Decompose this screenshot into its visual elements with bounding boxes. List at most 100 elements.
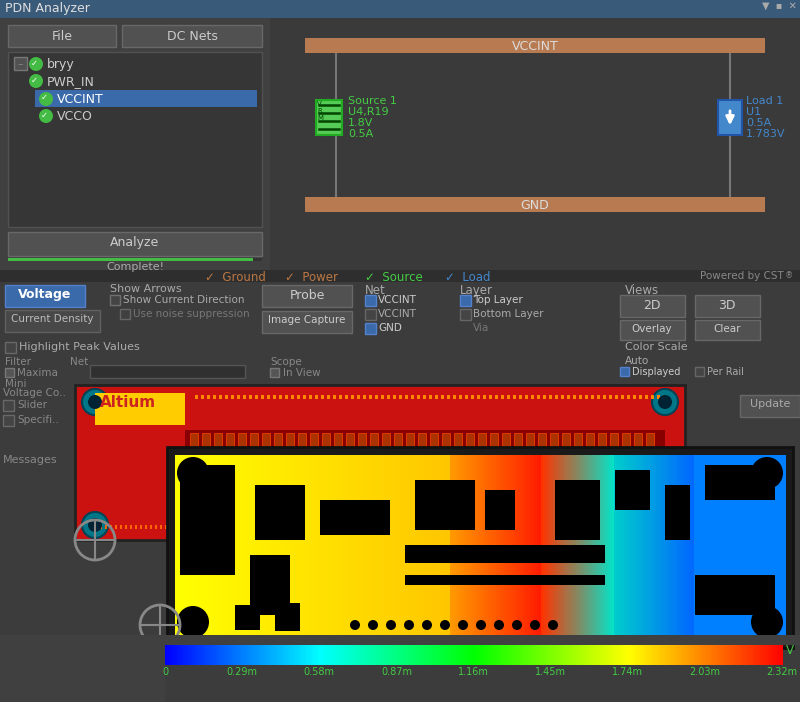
Bar [626,455,630,640]
Bar [530,525,532,529]
Bar [633,645,636,665]
Bar [348,645,351,665]
Bar [367,645,371,665]
Bar [249,395,252,399]
Bar [331,455,334,640]
Bar [355,525,357,529]
Bar [496,455,499,640]
Bar [712,645,715,665]
Bar [394,455,398,640]
Bar [450,645,453,665]
Bar [710,645,713,665]
Bar [14,57,27,70]
Bar [665,485,690,540]
Bar [695,575,775,615]
Bar [252,645,255,665]
Bar [100,525,102,529]
Bar [415,525,417,529]
Bar [578,455,581,640]
Bar [586,455,589,640]
Bar [365,323,376,334]
Bar [543,395,546,399]
Bar [238,433,246,447]
Bar [669,455,672,640]
Bar [283,645,286,665]
Bar [538,645,542,665]
Bar [183,455,186,640]
Bar [505,525,507,529]
Bar [454,645,458,665]
Bar [746,645,750,665]
Bar [281,645,284,665]
Bar [346,645,349,665]
Bar [184,645,188,665]
Bar [550,645,554,665]
Bar [765,455,768,640]
Bar [434,455,436,640]
Bar [185,525,187,529]
Bar [609,395,612,399]
Bar [305,525,307,529]
Bar [466,433,474,447]
Bar [620,525,622,529]
Bar [584,645,588,665]
Bar [309,395,312,399]
Bar [247,645,250,665]
Bar [145,525,147,529]
Bar [690,455,693,640]
Bar [519,395,522,399]
Bar [194,455,196,640]
Bar [189,645,193,665]
Bar [678,455,680,640]
Bar [354,455,357,640]
Bar [443,455,446,640]
Bar [310,645,313,665]
Text: ®: ® [785,271,794,280]
Bar [200,525,202,529]
Bar [682,455,684,640]
Bar [298,645,301,665]
Bar [220,455,222,640]
Bar [320,500,390,535]
Bar [233,645,236,665]
Bar [256,455,259,640]
Bar [687,455,690,640]
Circle shape [39,92,53,106]
Text: GND: GND [378,323,402,333]
Bar [688,645,691,665]
Bar [170,645,174,665]
Bar [525,395,528,399]
Bar [246,455,250,640]
Bar [95,525,97,529]
Bar [194,645,198,665]
Bar [456,455,458,640]
Bar [355,645,359,665]
Bar [748,645,752,665]
Bar [274,455,278,640]
Bar [663,455,666,640]
Bar [629,455,631,640]
Bar [180,465,235,575]
Bar [336,455,338,640]
Bar [275,603,300,631]
Bar [478,455,481,640]
Bar [504,455,507,640]
Text: VCCINT: VCCINT [378,295,417,305]
Bar [230,455,233,640]
Bar [580,455,582,640]
Text: –: – [17,59,22,69]
Bar [382,433,390,447]
Bar [206,455,209,640]
Bar [305,455,308,640]
Bar [585,395,588,399]
Bar [596,455,599,640]
Bar [238,455,241,640]
Bar [518,455,522,640]
Bar [372,645,376,665]
Bar [642,645,646,665]
Bar [686,645,689,665]
Bar [260,525,262,529]
Bar [426,645,429,665]
Bar [358,645,362,665]
Bar [425,525,427,529]
